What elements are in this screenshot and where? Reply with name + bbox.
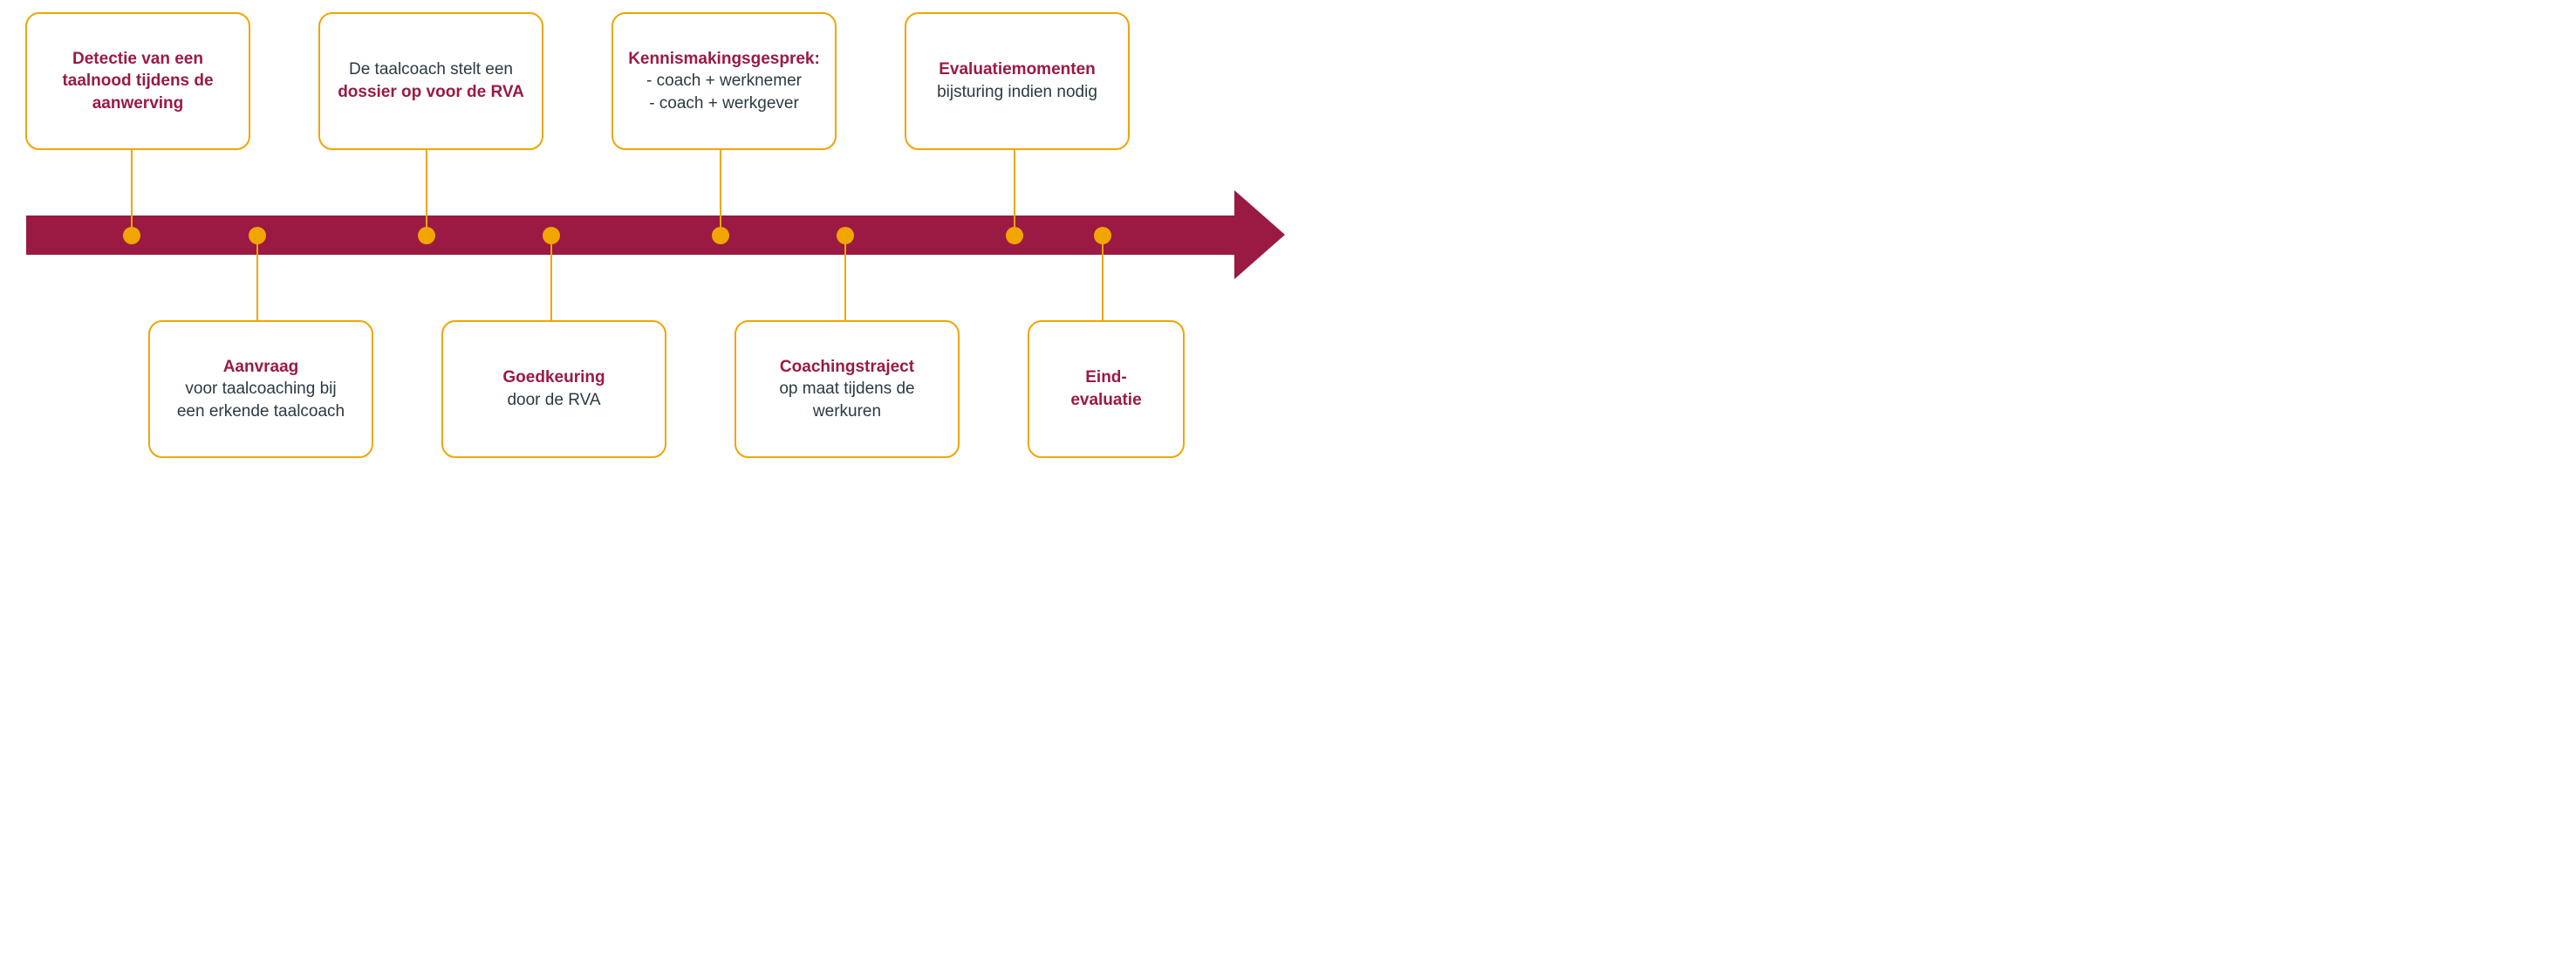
timeline-box-6-line-2: op maat tijdens de xyxy=(779,378,914,400)
timeline-box-1-line-2: taalnood tijdens de xyxy=(62,70,213,92)
timeline-dot-3 xyxy=(418,227,435,244)
timeline-dot-4 xyxy=(543,227,560,244)
timeline-arrow-bar xyxy=(26,216,1235,255)
timeline-box-8: Eind-evaluatie xyxy=(1028,320,1185,458)
timeline-box-4-line-1: Goedkeuring xyxy=(502,366,605,389)
timeline-box-5: Kennismakingsgesprek:- coach + werknemer… xyxy=(612,12,837,150)
timeline-box-5-line-1: Kennismakingsgesprek: xyxy=(628,48,820,71)
timeline-dot-7 xyxy=(1006,227,1023,244)
timeline-box-5-line-2: - coach + werknemer xyxy=(646,70,802,92)
timeline-box-7: Evaluatiemomentenbijsturing indien nodig xyxy=(905,12,1130,150)
timeline-box-4-line-2: door de RVA xyxy=(507,389,600,412)
timeline-dot-6 xyxy=(837,227,854,244)
timeline-dot-1 xyxy=(123,227,140,244)
timeline-box-6-line-3: werkuren xyxy=(813,400,881,423)
timeline-connector-2 xyxy=(256,236,258,321)
timeline-box-6-line-1: Coachingstraject xyxy=(780,356,914,379)
timeline-box-6: Coachingstrajectop maat tijdens dewerkur… xyxy=(735,320,960,458)
timeline-dot-5 xyxy=(712,227,729,244)
timeline-box-8-line-2: evaluatie xyxy=(1070,389,1141,412)
timeline-box-2: Aanvraagvoor taalcoaching bijeen erkende… xyxy=(148,320,373,458)
timeline-box-3-line-1: De taalcoach stelt een xyxy=(349,58,513,81)
timeline-box-8-line-1: Eind- xyxy=(1085,366,1127,389)
timeline-box-3-line-2: dossier op voor de RVA xyxy=(338,81,524,104)
timeline-box-7-line-1: Evaluatiemomenten xyxy=(939,58,1096,81)
timeline-arrow-head xyxy=(1234,190,1285,279)
timeline-connector-8 xyxy=(1102,236,1104,321)
timeline-connector-7 xyxy=(1014,150,1015,236)
timeline-box-7-line-2: bijsturing indien nodig xyxy=(937,81,1097,104)
timeline-box-2-line-3: een erkende taalcoach xyxy=(177,400,345,423)
timeline-box-3: De taalcoach stelt eendossier op voor de… xyxy=(318,12,543,150)
timeline-box-4: Goedkeuringdoor de RVA xyxy=(441,320,666,458)
timeline-box-5-line-3: - coach + werkgever xyxy=(649,92,799,115)
timeline-connector-5 xyxy=(720,150,721,236)
timeline-connector-3 xyxy=(426,150,427,236)
timeline-box-1-line-3: aanwerving xyxy=(92,92,184,115)
timeline-box-2-line-2: voor taalcoaching bij xyxy=(185,378,336,400)
timeline-box-1-line-1: Detectie van een xyxy=(72,48,203,71)
timeline-connector-4 xyxy=(550,236,552,321)
timeline-box-1: Detectie van eentaalnood tijdens deaanwe… xyxy=(25,12,250,150)
timeline-diagram: Detectie van eentaalnood tijdens deaanwe… xyxy=(0,0,1288,479)
timeline-connector-6 xyxy=(844,236,846,321)
timeline-dot-2 xyxy=(249,227,266,244)
timeline-dot-8 xyxy=(1094,227,1111,244)
timeline-connector-1 xyxy=(131,150,133,236)
timeline-box-2-line-1: Aanvraag xyxy=(223,356,299,379)
